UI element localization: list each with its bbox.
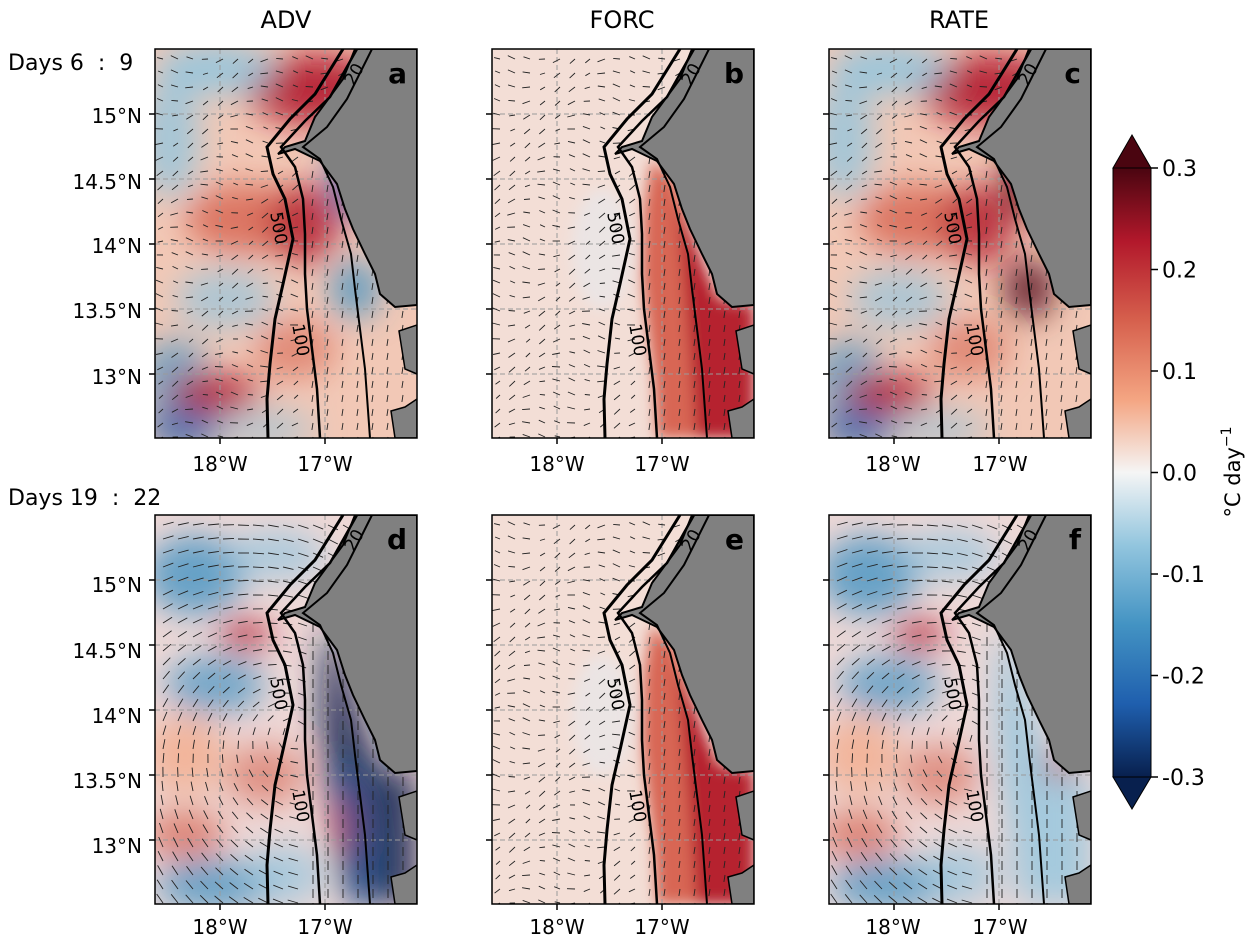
panel-letter: f [1069,523,1082,556]
lat-tick-label: 13.5°N [73,299,143,323]
row-label-days-19-22: Days 19 : 22 [8,486,161,511]
anomaly-blob [819,715,899,795]
lon-tick-label: 18°W [192,452,247,476]
lon-tick-label: 17°W [297,452,352,476]
lon-tick-label: 18°W [865,915,920,939]
lon-tick-label: 17°W [297,915,352,939]
lon-tick-label: 18°W [529,452,584,476]
lat-tick-labels-bottom: 15°N 14.5°N 14°N 13.5°N 13°N [73,573,143,858]
panel-letter: d [387,523,407,556]
colorbar-body [1113,168,1151,777]
column-title-forc: FORC [590,6,655,34]
anomaly-blob [215,409,315,449]
anomaly-blob [145,715,225,795]
lon-tick-label: 18°W [529,915,584,939]
colorbar-tick-label: -0.2 [1162,665,1205,690]
anomaly-blob [165,655,265,715]
lon-tick-label: 17°W [634,452,689,476]
anomaly-blob [819,810,899,860]
colorbar-ticks: 0.3 0.2 0.1 0.0 -0.1 -0.2 -0.3 [1151,157,1205,791]
anomaly-blob [844,374,934,414]
lat-tick-label: 14.5°N [73,170,143,194]
lat-tick-label: 15°N [92,104,142,128]
lon-tick-label: 17°W [634,915,689,939]
anomaly-blob [814,79,874,199]
colorbar-label: °C day−1 [1219,426,1245,517]
colorbar-tick-label: 0.3 [1162,157,1197,182]
colorbar-extend-min [1113,777,1151,809]
lat-tick-label: 14°N [92,234,142,258]
panel-letter: b [724,57,744,90]
lat-tick-label: 14.5°N [73,639,143,663]
colorbar-tick-label: -0.3 [1162,766,1205,791]
column-title-rate: RATE [929,6,989,34]
lon-tick-label: 18°W [865,452,920,476]
anomaly-blob [170,374,260,414]
panel-letter: c [1064,57,1081,90]
anomaly-blob [849,269,949,329]
lat-tick-labels-top: 15°N 14.5°N 14°N 13.5°N 13°N [73,104,143,389]
lat-tick-label: 13°N [92,834,142,858]
lat-tick-label: 13°N [92,365,142,389]
anomaly-blob [140,79,200,199]
anomaly-blob [175,269,275,329]
lat-tick-label: 13.5°N [73,769,143,793]
lon-tick-label: 17°W [972,915,1027,939]
colorbar-tick-label: 0.0 [1162,462,1197,487]
anomaly-blob [899,530,999,580]
lon-tick-label: 18°W [192,915,247,939]
panel-letter: a [388,57,407,90]
colorbar-tick-label: -0.1 [1162,563,1205,588]
lon-tick-label: 17°W [972,452,1027,476]
anomaly-blob [145,810,225,860]
panel-letter: e [725,523,744,556]
colorbar-extend-max [1113,135,1151,168]
lat-tick-label: 15°N [92,573,142,597]
anomaly-blob [145,409,225,449]
row-label-days-6-9: Days 6 : 9 [8,51,133,76]
anomaly-blob [332,795,348,855]
colorbar-tick-label: 0.1 [1162,360,1197,385]
column-title-adv: ADV [261,6,312,34]
colorbar: 0.3 0.2 0.1 0.0 -0.1 -0.2 -0.3 °C day−1 [1113,135,1245,809]
colorbar-tick-label: 0.2 [1162,259,1197,284]
lat-tick-label: 14°N [92,704,142,728]
anomaly-blob [225,530,325,580]
anomaly-blob [819,409,899,449]
anomaly-blob [839,655,939,715]
anomaly-blob [889,409,989,449]
